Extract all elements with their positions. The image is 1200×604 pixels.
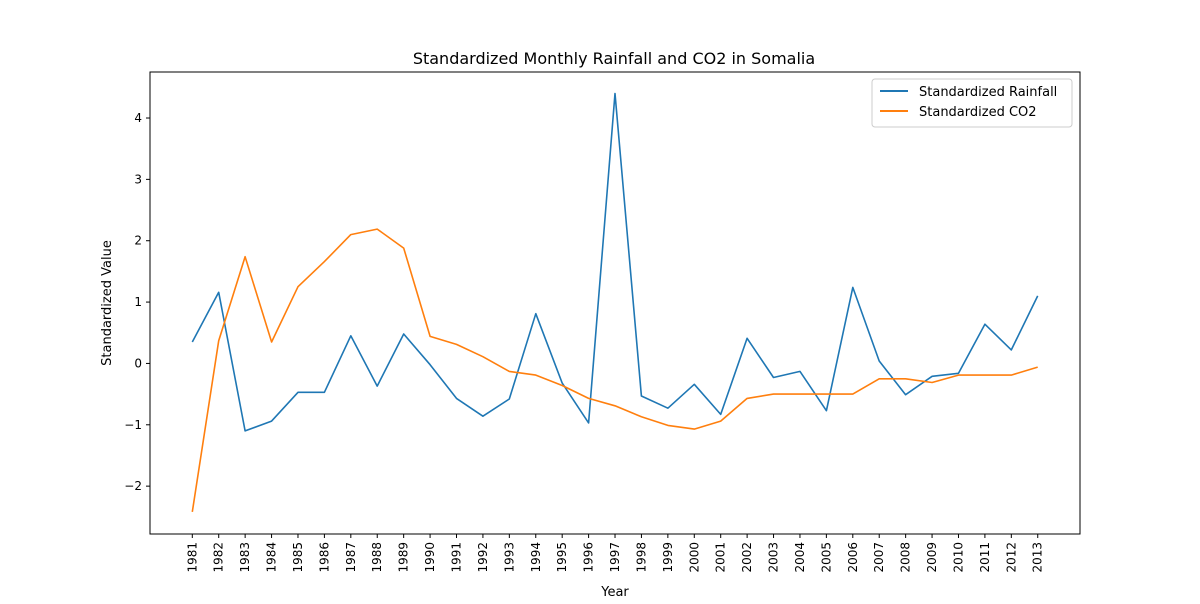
x-tick-label: 1994 (529, 542, 543, 573)
series-line-co2 (191, 228, 1038, 513)
x-tick-label: 1981 (185, 542, 199, 573)
x-tick-label: 2007 (872, 542, 886, 573)
y-tick-label: 1 (134, 295, 142, 309)
x-tick-label: 1991 (450, 542, 464, 573)
x-tick-label: 2001 (714, 542, 728, 573)
x-tick-label: 1992 (476, 542, 490, 573)
y-tick-label: 4 (134, 111, 142, 125)
x-tick-label: 2009 (925, 542, 939, 573)
x-tick-label: 2000 (687, 542, 701, 573)
x-tick-label: 1990 (423, 542, 437, 573)
y-tick-label: 2 (134, 234, 142, 248)
x-tick-label: 1982 (212, 542, 226, 573)
x-tick-label: 1999 (661, 542, 675, 573)
legend-frame (871, 78, 1073, 128)
y-tick-label: 0 (134, 356, 142, 370)
x-tick-label: 2002 (740, 542, 754, 573)
x-tick-label: 2012 (1004, 542, 1018, 573)
x-tick-label: 2006 (846, 542, 860, 573)
x-axis-label: Year (600, 585, 629, 600)
x-tick-label: 2005 (819, 542, 833, 573)
x-tick-label: 1989 (397, 542, 411, 573)
x-tick-label: 2008 (899, 542, 913, 573)
y-axis-label: Standardized Value (100, 240, 115, 366)
x-tick-label: 1987 (344, 542, 358, 573)
x-tick-label: 2011 (978, 542, 992, 573)
x-tick-label: 2010 (951, 542, 965, 573)
x-tick-label: 1993 (502, 542, 516, 573)
x-tick-label: 2003 (767, 542, 781, 573)
x-tick-label: 1983 (238, 542, 252, 573)
x-axis: 1981 1982 1983 1984 1985 1986 1987 1988 1989 1990… (185, 534, 1045, 573)
y-tick-label: 3 (134, 172, 142, 186)
x-tick-label: 1986 (317, 542, 331, 573)
x-tick-label: 1985 (291, 542, 305, 573)
x-tick-label: 2004 (793, 542, 807, 573)
y-tick-label: −2 (124, 479, 142, 493)
x-tick-label: 1998 (634, 542, 648, 573)
series-layer (191, 92, 1039, 513)
x-tick-label: 1996 (582, 542, 596, 573)
y-tick-label: −1 (124, 418, 142, 432)
plot-area: 1981 1982 1983 1984 1985 1986 1987 1988 1989 1990… (124, 71, 1081, 573)
y-axis: −2 −1 0 1 2 3 4 (124, 111, 150, 493)
x-tick-label: 1995 (555, 542, 569, 573)
chart-title: Standardized Monthly Rainfall and CO2 in… (413, 49, 815, 68)
legend-label-rainfall: Standardized Rainfall (919, 85, 1057, 100)
x-tick-label: 1988 (370, 542, 384, 573)
x-tick-label: 2013 (1031, 542, 1045, 573)
legend-label-co2: Standardized CO2 (919, 105, 1037, 120)
legend: Standardized Rainfall Standardized CO2 (871, 78, 1073, 128)
series-line-rainfall (191, 92, 1039, 432)
x-tick-label: 1984 (265, 542, 279, 573)
x-tick-label: 1997 (608, 542, 622, 573)
